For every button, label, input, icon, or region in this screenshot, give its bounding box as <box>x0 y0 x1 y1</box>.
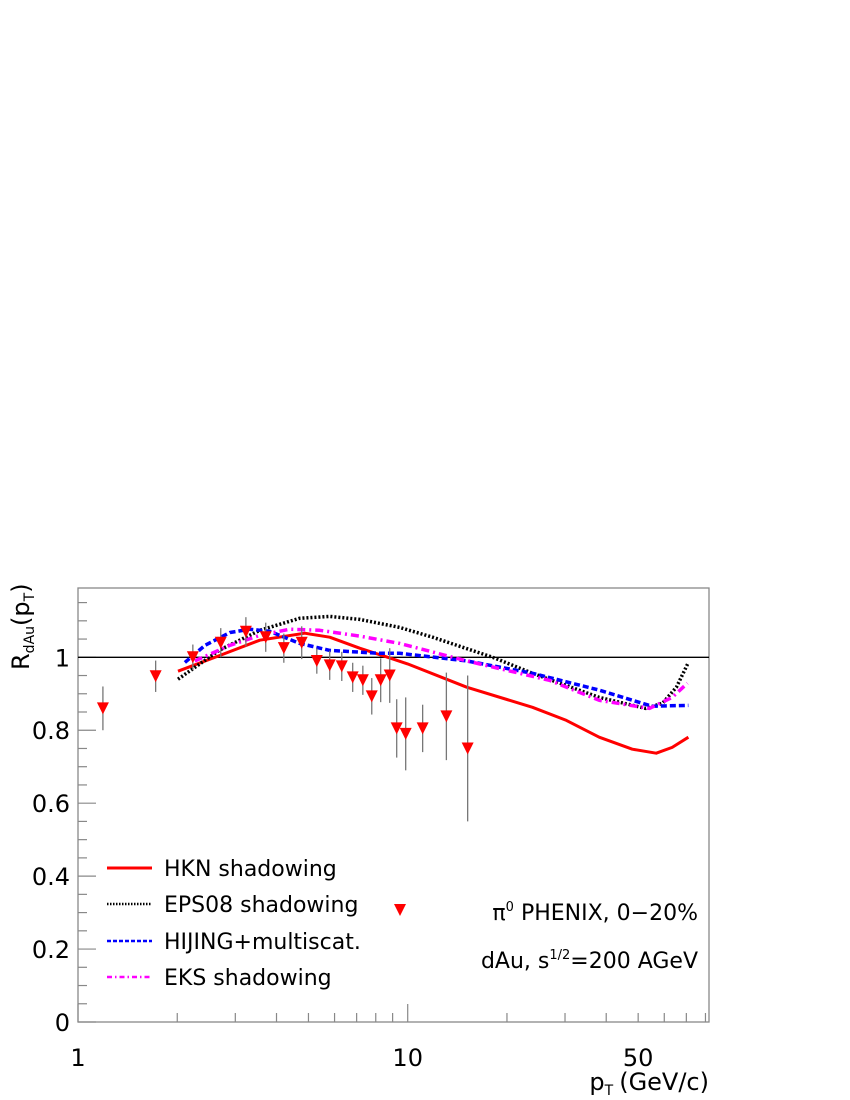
legend: HKN shadowing EPS08 shadowing HIJING+multi… <box>107 857 361 991</box>
y-tick-label: 0.6 <box>32 790 70 818</box>
data-point <box>239 625 252 638</box>
data-point <box>356 674 369 687</box>
y-tick-label: 0.4 <box>32 863 70 891</box>
x-tick-label: 50 <box>623 1044 654 1072</box>
model-curves <box>176 614 690 755</box>
points-legend-label: π0 PHENIX, 0−20% <box>492 900 698 926</box>
points-legend-marker <box>394 904 406 916</box>
data-point <box>259 631 272 644</box>
x-axis-label: pT (GeV/c) <box>589 1068 709 1099</box>
data-point <box>374 674 387 687</box>
legend-label: HKN shadowing <box>164 857 337 882</box>
y-tick-label: 1 <box>55 644 70 672</box>
data-point <box>461 742 474 755</box>
data-point <box>390 722 403 735</box>
data-points <box>96 617 474 822</box>
data-point <box>346 671 359 684</box>
data-point <box>96 702 109 715</box>
data-point <box>440 710 453 723</box>
energy-annotation: dAu, s1/2=200 AGeV <box>481 948 698 974</box>
y-axis-label: RdAu(pT) <box>7 583 38 670</box>
data-point <box>416 722 429 735</box>
data-point <box>295 636 308 649</box>
data-point <box>323 659 336 672</box>
legend-label: HIJING+multiscat. <box>164 930 361 955</box>
x-tick-label: 1 <box>70 1044 85 1072</box>
data-point <box>277 642 290 655</box>
data-point <box>214 636 227 649</box>
data-point <box>149 670 162 683</box>
plot-frame <box>77 587 710 1023</box>
data-point <box>335 660 348 673</box>
y-tick-label: 0.2 <box>32 936 70 964</box>
data-point <box>383 669 396 682</box>
x-tick-label: 10 <box>392 1044 423 1072</box>
legend-label: EKS shadowing <box>164 966 332 991</box>
data-point <box>310 654 323 667</box>
curve-eks-shadowing <box>194 627 689 711</box>
legend-label: EPS08 shadowing <box>164 893 358 918</box>
y-tick-label: 0.8 <box>32 717 70 745</box>
data-point <box>399 727 412 740</box>
data-point <box>186 651 199 664</box>
y-tick-label: 0 <box>55 1009 70 1037</box>
data-point <box>365 690 378 703</box>
curve-hijing-multiscat- <box>183 627 689 708</box>
axes: 1 10 50 0 0.2 0.4 0.6 0.8 1 <box>32 587 710 1072</box>
